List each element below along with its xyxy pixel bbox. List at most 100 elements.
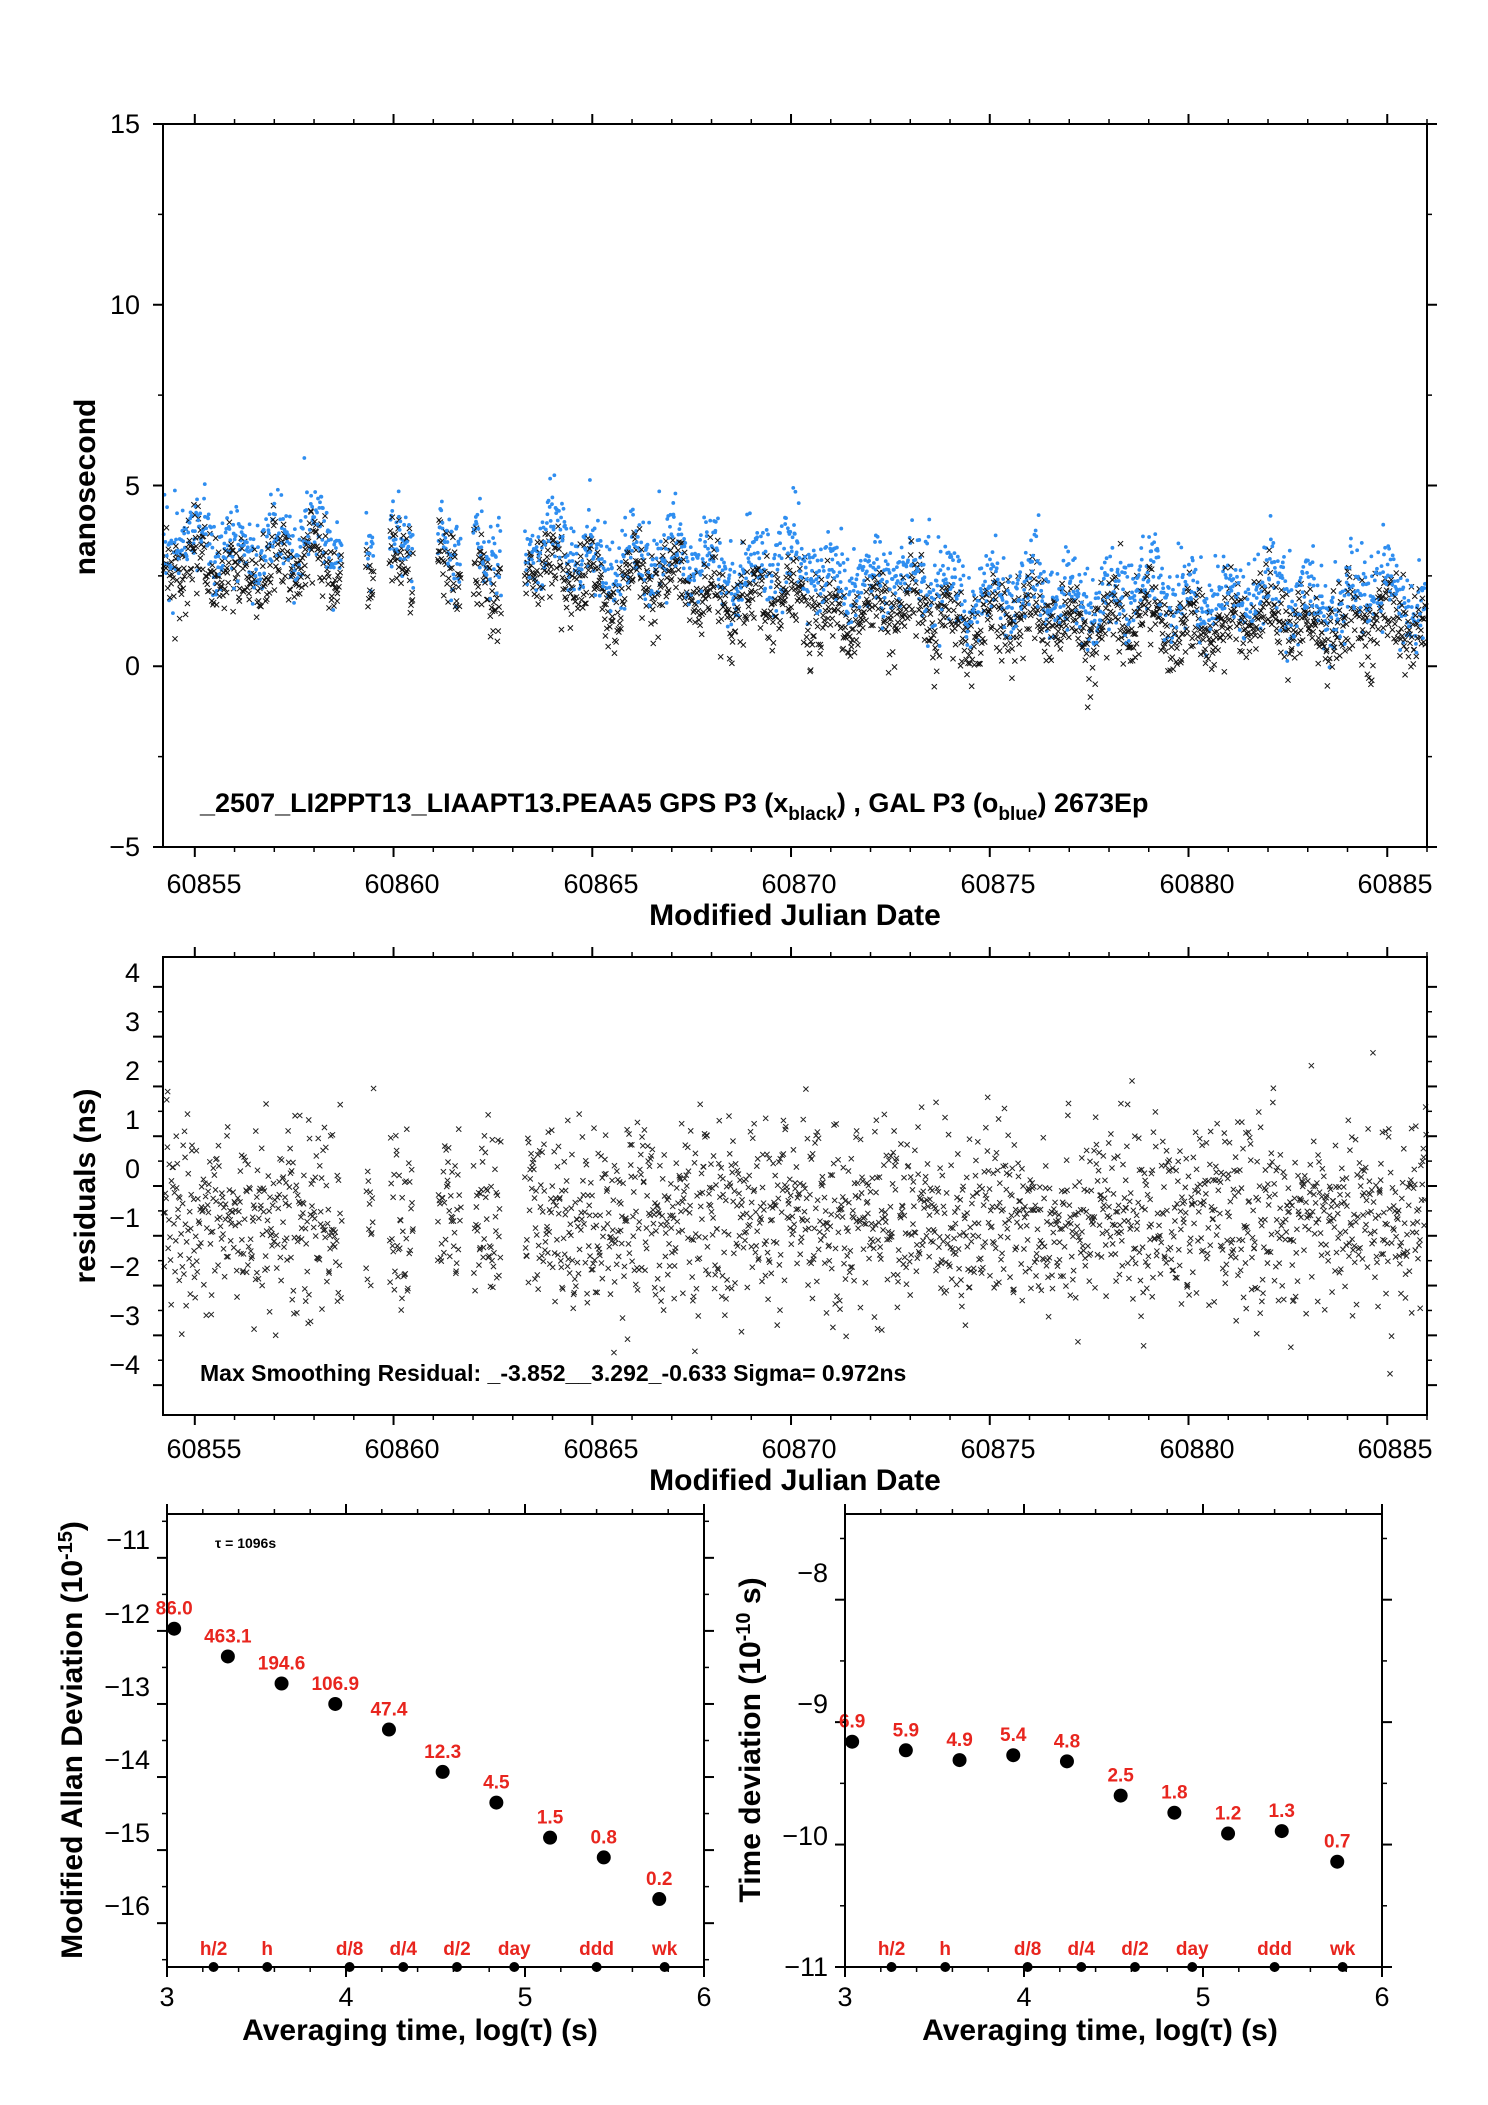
gal-point — [495, 523, 500, 528]
gal-point — [682, 537, 686, 541]
gps-point — [319, 593, 326, 600]
gal-point — [706, 562, 711, 567]
gal-point — [216, 565, 221, 570]
gps-point — [678, 591, 685, 598]
gps-point — [952, 641, 959, 648]
residual-point — [591, 1125, 597, 1132]
gal-point — [812, 553, 817, 558]
residual-point — [568, 1151, 575, 1158]
gal-point — [563, 523, 567, 528]
gps-point — [558, 626, 565, 633]
gal-point — [618, 583, 622, 588]
gps-point — [1246, 648, 1253, 655]
gal-point — [649, 563, 654, 568]
gal-point — [1369, 554, 1374, 559]
gal-point — [1263, 584, 1267, 589]
gal-point — [1123, 565, 1128, 570]
residual-point — [222, 1216, 229, 1223]
gal-point — [840, 552, 845, 557]
gal-point — [555, 540, 559, 545]
residual-point — [455, 1246, 462, 1253]
gal-point — [894, 573, 898, 578]
gps-point — [908, 538, 915, 544]
gps-point — [729, 616, 736, 623]
residual-point — [186, 1208, 193, 1215]
gps-point — [625, 584, 632, 591]
gal-point — [998, 616, 1003, 621]
gps-point — [945, 607, 952, 614]
gal-point — [1251, 593, 1256, 598]
gps-point — [769, 647, 776, 654]
gal-point — [475, 541, 480, 546]
gal-point — [202, 496, 206, 501]
gps-point — [338, 562, 345, 569]
gps-point — [1087, 694, 1094, 701]
gal-point — [1061, 603, 1066, 608]
top-xtick-60875: 60875 — [960, 869, 1035, 899]
residual-point — [296, 1112, 303, 1119]
gps-point — [646, 572, 653, 579]
residual-point — [530, 1166, 537, 1173]
gal-point — [1299, 583, 1304, 588]
gal-point — [1165, 592, 1169, 597]
gal-point — [1104, 556, 1109, 561]
gal-point — [833, 552, 838, 557]
residual-point — [533, 1231, 540, 1238]
gps-point — [598, 571, 605, 578]
gal-point — [902, 581, 907, 586]
gps-point — [1164, 623, 1170, 630]
gal-point — [1063, 545, 1068, 549]
residual-point — [446, 1253, 453, 1260]
gps-point — [848, 643, 855, 650]
gal-point — [234, 504, 239, 509]
gps-point — [435, 556, 441, 563]
gps-point — [166, 594, 173, 601]
gal-point — [658, 539, 663, 544]
gal-point — [615, 573, 620, 578]
gal-point — [1349, 536, 1353, 541]
gps-point — [704, 590, 711, 597]
gps-point — [325, 573, 332, 580]
gal-point — [630, 548, 634, 553]
residual-point — [392, 1268, 398, 1275]
gps-point — [164, 585, 171, 592]
gal-point — [729, 591, 734, 596]
gal-point — [186, 530, 191, 535]
gal-point — [847, 579, 852, 583]
gps-point — [803, 634, 810, 640]
gal-point — [770, 596, 775, 600]
gal-point — [230, 554, 235, 559]
gps-point — [582, 572, 589, 579]
gal-point — [484, 573, 489, 577]
gps-point — [302, 581, 309, 588]
gps-point — [398, 580, 404, 587]
gal-point — [1030, 569, 1035, 574]
gps-point — [280, 578, 286, 585]
gal-point — [305, 490, 309, 495]
residual-point — [387, 1134, 394, 1141]
residual-point — [192, 1294, 199, 1301]
gal-point — [899, 545, 904, 550]
gps-point — [298, 584, 305, 591]
residual-point — [329, 1131, 336, 1138]
gal-point — [458, 562, 462, 567]
gal-point — [699, 589, 704, 594]
gal-point — [726, 579, 731, 584]
gal-point — [852, 547, 856, 551]
gps-point — [829, 600, 835, 607]
gal-point — [572, 587, 576, 592]
gps-point — [603, 601, 609, 608]
gal-point — [1182, 564, 1187, 569]
gal-point — [564, 526, 569, 531]
gal-point — [279, 526, 284, 530]
residual-point — [602, 1132, 609, 1139]
gal-point — [290, 534, 295, 538]
gps-point — [589, 538, 596, 545]
gps-point — [1265, 600, 1272, 607]
gal-point — [1133, 580, 1138, 585]
gal-point — [893, 591, 898, 596]
gal-point — [1090, 578, 1095, 582]
gal-point — [772, 556, 777, 561]
gps-point — [269, 533, 275, 540]
residual-point — [476, 1262, 482, 1269]
